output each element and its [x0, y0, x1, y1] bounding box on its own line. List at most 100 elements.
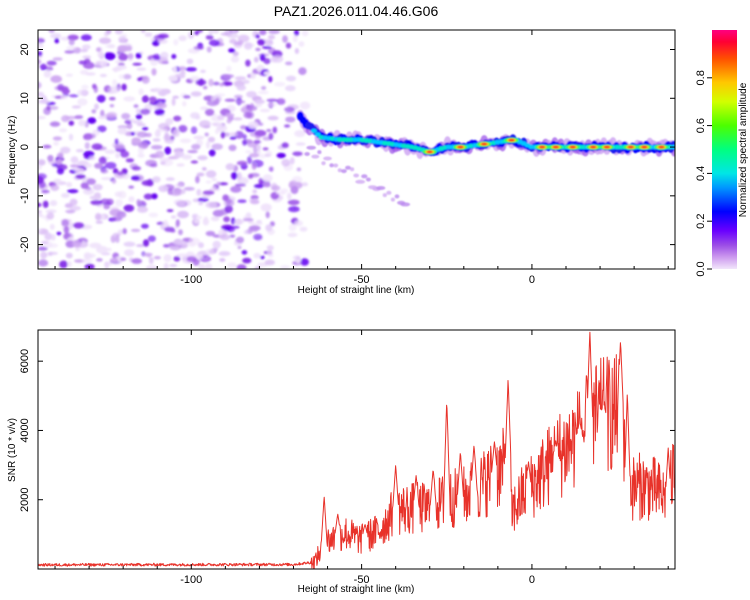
- noise-blob: [253, 184, 264, 189]
- noise-blob: [63, 225, 70, 234]
- noise-blob: [194, 30, 200, 36]
- noise-blob: [284, 124, 291, 128]
- noise-blob: [173, 255, 181, 262]
- noise-blob: [301, 182, 308, 187]
- noise-blob: [173, 39, 179, 46]
- noise-blob: [173, 188, 186, 195]
- noise-blob: [49, 121, 61, 127]
- noise-blob: [262, 147, 269, 151]
- noise-blob: [225, 113, 235, 118]
- noise-blob: [99, 60, 108, 68]
- noise-blob: [226, 65, 232, 72]
- noise-blob: [40, 251, 47, 259]
- noise-blob: [56, 231, 62, 236]
- noise-blob: [164, 146, 172, 155]
- noise-blob: [223, 226, 230, 231]
- noise-blob: [80, 182, 89, 190]
- noise-blob: [262, 46, 272, 49]
- noise-blob: [232, 117, 243, 121]
- noise-blob: [236, 264, 247, 269]
- noise-blob: [104, 261, 110, 269]
- noise-blob: [260, 203, 272, 212]
- noise-blob: [196, 172, 205, 177]
- noise-blob: [207, 136, 216, 143]
- signal-tail-blob: [355, 179, 366, 184]
- noise-blob: [140, 30, 146, 34]
- noise-blob: [144, 32, 153, 37]
- noise-blob: [294, 48, 299, 54]
- noise-blob: [258, 90, 269, 95]
- noise-blob: [255, 47, 261, 52]
- noise-blob: [266, 129, 272, 132]
- noise-blob: [251, 222, 263, 226]
- noise-blob: [171, 98, 176, 106]
- noise-blob: [130, 131, 136, 136]
- noise-blob: [44, 232, 52, 241]
- noise-blob: [196, 188, 202, 196]
- noise-blob: [70, 156, 79, 164]
- noise-blob: [272, 55, 284, 63]
- snr-x-ticks: -100 -50 0: [54, 330, 669, 586]
- noise-blob: [135, 113, 143, 120]
- noise-blob: [174, 153, 180, 158]
- noise-blob: [265, 150, 273, 157]
- noise-blob: [216, 124, 228, 132]
- signal-core-cyan: [314, 132, 321, 137]
- noise-blob: [45, 66, 54, 71]
- noise-blob: [161, 158, 174, 167]
- noise-blob: [123, 96, 136, 102]
- noise-blob: [201, 167, 207, 171]
- noise-blob: [223, 216, 231, 223]
- noise-blob: [128, 185, 135, 189]
- y-tick-label: 2000: [19, 487, 31, 511]
- noise-blob: [49, 200, 58, 207]
- y-tick-label: -20: [19, 237, 31, 253]
- noise-blob: [89, 195, 102, 200]
- noise-blob: [70, 164, 80, 168]
- noise-blob: [94, 103, 99, 110]
- noise-blob: [230, 55, 240, 63]
- noise-blob: [248, 225, 261, 231]
- noise-blob: [190, 160, 199, 164]
- noise-blob: [212, 100, 218, 105]
- noise-blob: [195, 79, 207, 86]
- noise-blob: [253, 233, 263, 241]
- noise-blob: [38, 229, 42, 233]
- noise-blob: [300, 258, 309, 266]
- noise-blob: [187, 150, 198, 154]
- noise-blob: [208, 78, 214, 87]
- snr-frame: [37, 329, 676, 570]
- noise-blob: [177, 201, 186, 207]
- noise-blob: [237, 199, 247, 203]
- noise-blob: [69, 205, 81, 211]
- noise-blob: [99, 73, 107, 78]
- noise-blob: [205, 35, 214, 40]
- noise-blob: [185, 67, 197, 72]
- noise-blob: [64, 50, 75, 54]
- noise-blob: [133, 104, 139, 108]
- noise-blob: [161, 98, 166, 104]
- noise-blob: [96, 246, 109, 254]
- noise-blob: [262, 174, 273, 182]
- noise-blob: [117, 45, 129, 53]
- noise-blob: [95, 220, 104, 224]
- noise-blob: [212, 240, 221, 249]
- noise-blob: [173, 148, 182, 154]
- noise-blob: [50, 184, 60, 191]
- noise-blob: [83, 133, 93, 141]
- noise-blob: [38, 116, 46, 120]
- noise-blob: [47, 243, 59, 248]
- noise-blob: [163, 219, 169, 228]
- noise-blob: [298, 67, 307, 75]
- noise-blob: [151, 68, 157, 76]
- noise-blob: [120, 150, 130, 158]
- noise-blob: [229, 136, 237, 140]
- noise-blob: [234, 131, 244, 139]
- noise-blob: [255, 34, 260, 39]
- snr-series-line: [38, 331, 675, 569]
- noise-blob: [193, 135, 205, 140]
- noise-blob: [42, 200, 49, 208]
- noise-blob: [218, 251, 231, 257]
- signal-tail-blob: [382, 193, 387, 198]
